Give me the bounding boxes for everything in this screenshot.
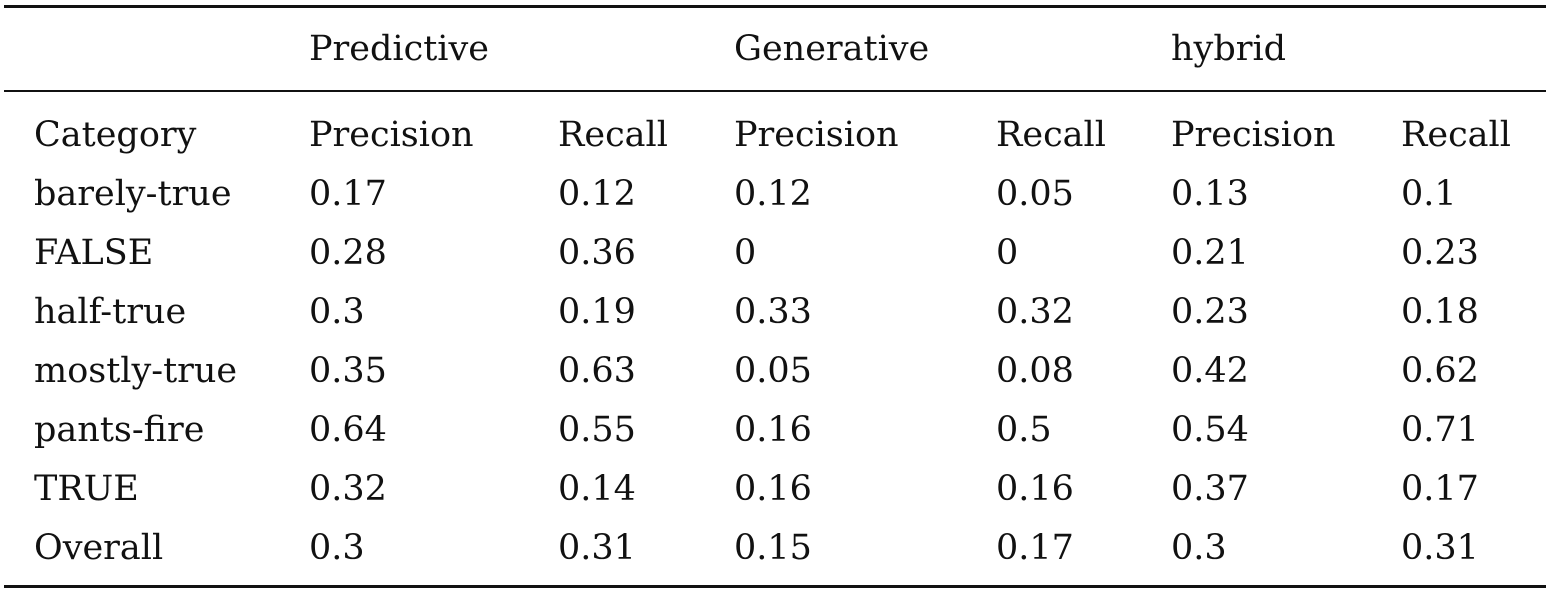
hybrid-precision: 0.37 [1171, 469, 1249, 509]
generative-recall: 0.5 [996, 410, 1052, 450]
predictive-recall: 0.31 [558, 528, 636, 568]
column-header-predictive-precision: Precision [309, 115, 474, 155]
table-row: pants-fire 0.64 0.55 0.16 0.5 0.54 0.71 [0, 401, 1546, 459]
bottom-rule [4, 585, 1546, 588]
hybrid-precision: 0.23 [1171, 292, 1249, 332]
generative-precision: 0.16 [734, 410, 812, 450]
row-category: mostly-true [34, 351, 238, 391]
table-row: TRUE 0.32 0.14 0.16 0.16 0.37 0.17 [0, 460, 1546, 518]
predictive-recall: 0.36 [558, 233, 636, 273]
hybrid-precision: 0.21 [1171, 233, 1249, 273]
row-category: half-true [34, 292, 187, 332]
generative-recall: 0.05 [996, 174, 1074, 214]
generative-recall: 0.32 [996, 292, 1074, 332]
generative-recall: 0 [996, 233, 1019, 273]
generative-precision: 0.12 [734, 174, 812, 214]
table-row: barely-true 0.17 0.12 0.12 0.05 0.13 0.1 [0, 165, 1546, 223]
predictive-precision: 0.64 [309, 410, 387, 450]
hybrid-precision: 0.42 [1171, 351, 1249, 391]
row-category: pants-fire [34, 410, 205, 450]
generative-recall: 0.17 [996, 528, 1074, 568]
predictive-precision: 0.35 [309, 351, 387, 391]
generative-precision: 0.05 [734, 351, 812, 391]
generative-precision: 0 [734, 233, 757, 273]
table-row: half-true 0.3 0.19 0.33 0.32 0.23 0.18 [0, 283, 1546, 341]
group-header-hybrid: hybrid [1171, 29, 1287, 69]
hybrid-precision: 0.54 [1171, 410, 1249, 450]
hybrid-recall: 0.23 [1401, 233, 1479, 273]
hybrid-recall: 0.62 [1401, 351, 1479, 391]
table-row: FALSE 0.28 0.36 0 0 0.21 0.23 [0, 224, 1546, 282]
table-row: mostly-true 0.35 0.63 0.05 0.08 0.42 0.6… [0, 342, 1546, 400]
column-header-hybrid-recall: Recall [1401, 115, 1511, 155]
row-category: Overall [34, 528, 164, 568]
table-row-overall: Overall 0.3 0.31 0.15 0.17 0.3 0.31 [0, 519, 1546, 577]
column-header-hybrid-precision: Precision [1171, 115, 1336, 155]
generative-precision: 0.33 [734, 292, 812, 332]
top-rule [4, 5, 1546, 8]
column-header-predictive-recall: Recall [558, 115, 668, 155]
hybrid-recall: 0.71 [1401, 410, 1479, 450]
group-header-predictive: Predictive [309, 29, 489, 69]
mid-rule [4, 90, 1546, 92]
generative-precision: 0.15 [734, 528, 812, 568]
generative-precision: 0.16 [734, 469, 812, 509]
group-header-generative: Generative [734, 29, 930, 69]
predictive-precision: 0.32 [309, 469, 387, 509]
column-header-category: Category [34, 115, 197, 155]
column-header-row: Category Precision Recall Precision Reca… [0, 106, 1546, 164]
row-category: barely-true [34, 174, 232, 214]
predictive-recall: 0.55 [558, 410, 636, 450]
predictive-precision: 0.3 [309, 528, 365, 568]
predictive-recall: 0.12 [558, 174, 636, 214]
predictive-recall: 0.63 [558, 351, 636, 391]
hybrid-precision: 0.3 [1171, 528, 1227, 568]
predictive-recall: 0.19 [558, 292, 636, 332]
row-category: FALSE [34, 233, 154, 273]
generative-recall: 0.08 [996, 351, 1074, 391]
hybrid-recall: 0.1 [1401, 174, 1457, 214]
hybrid-recall: 0.18 [1401, 292, 1479, 332]
hybrid-recall: 0.31 [1401, 528, 1479, 568]
group-header-row: Predictive Generative hybrid [0, 20, 1546, 78]
predictive-precision: 0.28 [309, 233, 387, 273]
column-header-generative-precision: Precision [734, 115, 899, 155]
predictive-precision: 0.17 [309, 174, 387, 214]
hybrid-precision: 0.13 [1171, 174, 1249, 214]
predictive-recall: 0.14 [558, 469, 636, 509]
predictive-precision: 0.3 [309, 292, 365, 332]
generative-recall: 0.16 [996, 469, 1074, 509]
hybrid-recall: 0.17 [1401, 469, 1479, 509]
row-category: TRUE [34, 469, 139, 509]
column-header-generative-recall: Recall [996, 115, 1106, 155]
